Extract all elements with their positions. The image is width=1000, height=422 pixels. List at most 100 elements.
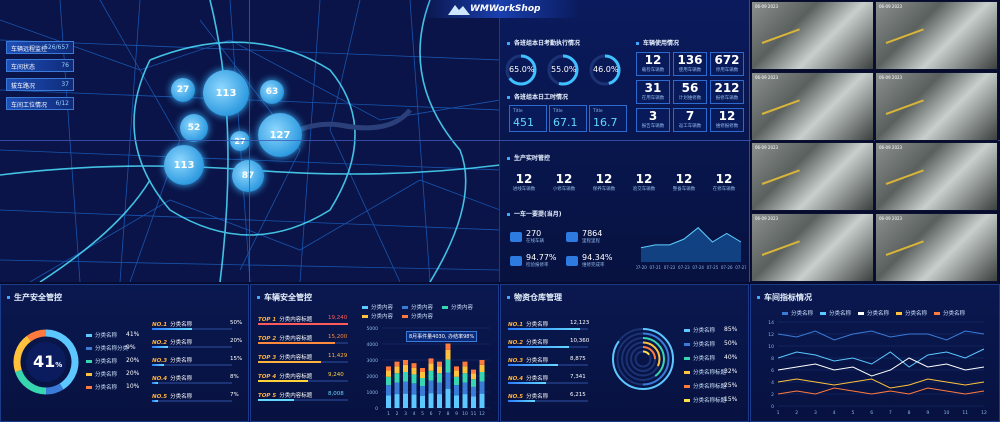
usage-panel: 车辆使用情况 bbox=[630, 28, 748, 140]
y-tick-label: 0 bbox=[771, 404, 774, 410]
kpi-icon bbox=[566, 255, 578, 266]
safety-donut-chart bbox=[13, 329, 79, 395]
legend-item: 分类内容 bbox=[362, 312, 393, 320]
camera-feed[interactable]: 06-09 2023 bbox=[751, 71, 874, 141]
usage-stat: 7 返工车辆数 bbox=[673, 108, 707, 132]
camera-feed[interactable]: 06-09 2023 bbox=[875, 212, 998, 282]
bar-segment bbox=[411, 367, 417, 375]
map-bubble[interactable]: 127 bbox=[258, 113, 302, 157]
rank-item: NO.2 分类名称 20% bbox=[152, 338, 243, 346]
bar-segment bbox=[386, 366, 391, 371]
camera-feed[interactable]: 06-09 2023 bbox=[751, 142, 874, 211]
ring-value: 46.0% bbox=[593, 65, 619, 74]
map-menu-item[interactable]: 车间状态 76 bbox=[6, 59, 74, 72]
y-tick-label: 1000 bbox=[367, 390, 379, 396]
legend-item: 分类内容 bbox=[402, 303, 433, 311]
bar-segment bbox=[437, 366, 442, 374]
panel-title: 生产安全管控 bbox=[7, 292, 62, 303]
hour-box: Title 451 bbox=[509, 105, 547, 132]
map-bubble[interactable]: 113 bbox=[203, 70, 249, 116]
screen-divider bbox=[0, 140, 1000, 141]
map-bubble[interactable]: 52 bbox=[180, 114, 208, 142]
map-bubble[interactable]: 27 bbox=[171, 78, 195, 102]
rank-bar bbox=[508, 346, 588, 348]
rank-bar bbox=[258, 399, 348, 401]
ring-arc bbox=[625, 341, 661, 377]
bar-segment bbox=[445, 388, 451, 408]
usage-stat: 672 停用车辆数 bbox=[710, 52, 744, 76]
legend-item: 分类内容 bbox=[402, 312, 433, 320]
legend-item: 分类内容 bbox=[442, 303, 473, 311]
bar-segment bbox=[403, 393, 408, 408]
x-tick-label: 11 bbox=[962, 410, 968, 416]
bar-segment bbox=[454, 370, 459, 377]
rank-item: TOP 3 分类内容标题 11,429 bbox=[258, 353, 348, 361]
x-tick-label: 10 bbox=[944, 410, 950, 416]
map-bubble[interactable]: 87 bbox=[232, 160, 264, 192]
usage-stat: 212 报修车辆数 bbox=[710, 80, 744, 104]
map-bubble[interactable]: 27 bbox=[230, 131, 250, 151]
bar-segment bbox=[428, 380, 434, 394]
camera-feed[interactable]: 06-09 2023 bbox=[875, 142, 998, 211]
bar-segment bbox=[428, 363, 434, 371]
rank-bar bbox=[152, 346, 232, 348]
rank-bar bbox=[258, 361, 348, 363]
chart-tooltip: 8月事件量4030, 办结率98% bbox=[406, 331, 478, 342]
camera-feed[interactable]: 06-09 2023 bbox=[751, 1, 874, 70]
map-bubble[interactable]: 113 bbox=[164, 145, 204, 185]
brand-bar: WMWorkShop bbox=[420, 0, 580, 18]
map-menu-item[interactable]: 车辆远程监控 526/657 bbox=[6, 41, 74, 54]
map-menu-item[interactable]: 车间工位情况 6/12 bbox=[6, 97, 74, 110]
rank-bar bbox=[258, 323, 348, 325]
usage-stat: 136 使用车辆数 bbox=[673, 52, 707, 76]
camera-feed[interactable]: 06-09 2023 bbox=[875, 1, 998, 70]
x-tick-label: 3 bbox=[404, 411, 407, 417]
bar-segment bbox=[420, 396, 425, 408]
bar-segment bbox=[445, 343, 451, 350]
bar-segment bbox=[386, 385, 391, 396]
legend-item: 分类名称标题 32% bbox=[684, 368, 737, 376]
usage-stat: 56 计划维修数 bbox=[673, 80, 707, 104]
prod-stat: 12 验交车辆数 bbox=[632, 172, 656, 192]
bar-segment bbox=[394, 382, 400, 395]
y-tick-label: 10 bbox=[768, 344, 774, 350]
legend-item: 分类名称标题 15% bbox=[684, 396, 737, 404]
kpi-item: 94.34% 维修完成率 bbox=[566, 250, 613, 269]
rank-bar bbox=[152, 400, 232, 402]
bar-segment bbox=[479, 364, 485, 372]
bar-segment bbox=[420, 368, 425, 372]
legend-item: 分类名称 40% bbox=[684, 354, 737, 362]
x-tick-label: 4 bbox=[833, 410, 836, 416]
screen-divider bbox=[749, 0, 750, 282]
legend-item: 分类名称 85% bbox=[684, 326, 737, 334]
rank-bar bbox=[152, 364, 232, 366]
prod-stat: 12 在修车辆数 bbox=[712, 172, 736, 192]
map-menu-item[interactable]: 拔车路况 37 bbox=[6, 78, 74, 91]
camera-feed[interactable]: 06-09 2023 bbox=[875, 71, 998, 141]
brand-mountain-icon bbox=[448, 5, 470, 15]
x-tick-label: 11 bbox=[471, 411, 477, 417]
y-tick-label: 0 bbox=[375, 406, 378, 412]
bar-segment bbox=[471, 386, 476, 397]
x-tick-label: 07-23 bbox=[678, 265, 690, 270]
bar-segment bbox=[454, 376, 459, 386]
ring-arc bbox=[630, 346, 656, 372]
bar-segment bbox=[437, 394, 442, 408]
prod-stat: 12 保养车辆数 bbox=[592, 172, 616, 192]
x-tick-label: 9 bbox=[926, 410, 929, 416]
bar-segment bbox=[394, 361, 400, 367]
bar-segment bbox=[386, 376, 391, 386]
panel-title: 车辆安全管控 bbox=[257, 292, 312, 303]
bar-segment bbox=[437, 361, 442, 367]
donut-slice bbox=[15, 369, 47, 395]
camera-feed[interactable]: 06-09 2023 bbox=[751, 212, 874, 282]
stock-ring-chart bbox=[612, 328, 674, 390]
ring-value: 55.0% bbox=[551, 65, 577, 74]
bar-segment bbox=[454, 385, 459, 396]
x-tick-label: 10 bbox=[462, 411, 468, 417]
x-tick-label: 4 bbox=[413, 411, 416, 417]
city-map[interactable]: 车辆远程监控 526/657 车间状态 76 拔车路况 37 车间工位情况 6/12 2… bbox=[0, 0, 500, 282]
ring-arc bbox=[634, 350, 652, 368]
ring-chart bbox=[505, 54, 621, 86]
map-bubble[interactable]: 63 bbox=[260, 80, 284, 104]
